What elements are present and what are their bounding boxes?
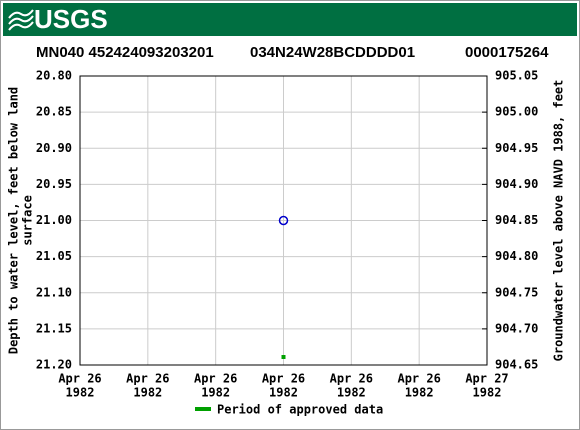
x-tick-label: 1982: [337, 386, 366, 400]
y2-tick-label: 905.00: [495, 105, 538, 119]
y2-axis-title: Groundwater level above NAVD 1988, feet: [552, 80, 566, 362]
y2-tick-label: 904.80: [495, 249, 538, 263]
x-tick-label: 1982: [133, 386, 162, 400]
x-tick-label: Apr 27: [465, 372, 508, 386]
y2-tick-label: 904.85: [495, 213, 538, 227]
x-tick-label: Apr 26: [397, 372, 440, 386]
x-tick-label: 1982: [269, 386, 298, 400]
y-tick-label: 21.15: [36, 321, 72, 335]
header-bar: [3, 3, 577, 36]
x-tick-label: 1982: [405, 386, 434, 400]
y-tick-label: 21.10: [36, 285, 72, 299]
y2-tick-label: 905.05: [495, 69, 538, 83]
x-tick-label: 1982: [201, 386, 230, 400]
y-tick-label: 20.85: [36, 105, 72, 119]
y2-tick-label: 904.70: [495, 321, 538, 335]
x-tick-label: Apr 26: [58, 372, 101, 386]
y2-tick-label: 904.65: [495, 358, 538, 372]
y2-tick-label: 904.95: [495, 141, 538, 155]
logo: USGS: [34, 4, 108, 34]
x-tick-label: 1982: [66, 386, 95, 400]
y-axis-title: Depth to water level, feet below land: [7, 87, 21, 354]
legend-label: Period of approved data: [217, 403, 383, 417]
y-tick-label: 21.20: [36, 358, 72, 372]
x-tick-label: Apr 26: [126, 372, 169, 386]
y-tick-label: 21.05: [36, 249, 72, 263]
y-axis-title: surface: [21, 195, 35, 246]
x-tick-label: Apr 26: [262, 372, 305, 386]
title-site: MN040 452424093203201: [36, 44, 214, 61]
x-tick-label: Apr 26: [194, 372, 237, 386]
y-tick-label: 20.95: [36, 177, 72, 191]
data-point: [278, 215, 289, 226]
title-local: 034N24W28BCDDDD01: [250, 44, 415, 61]
y-tick-label: 20.80: [36, 69, 72, 83]
logo-mark: [8, 9, 34, 31]
x-tick-label: 1982: [473, 386, 502, 400]
y2-tick-label: 904.90: [495, 177, 538, 191]
approval-bar: [281, 355, 286, 359]
title-id: 0000175264: [465, 44, 549, 61]
x-tick-label: Apr 26: [330, 372, 373, 386]
y-tick-label: 21.00: [36, 213, 72, 227]
y2-tick-label: 904.75: [495, 285, 538, 299]
y-tick-label: 20.90: [36, 141, 72, 155]
plot-border: [79, 75, 488, 366]
